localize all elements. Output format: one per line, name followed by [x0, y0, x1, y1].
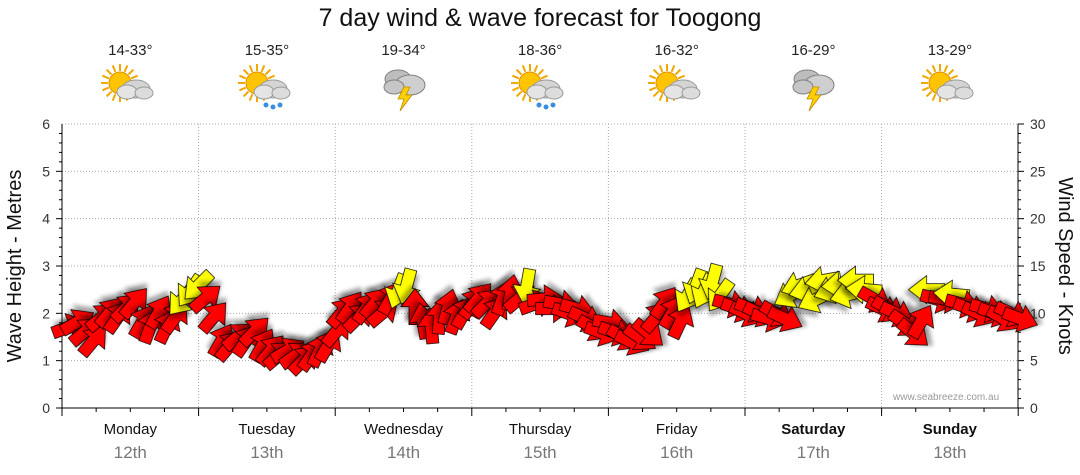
partly-cloudy-sun-icon: [920, 64, 974, 102]
day-name-label: Tuesday: [238, 421, 296, 438]
weather-day: 18-36°: [495, 42, 585, 113]
temperature-range: 16-29°: [791, 42, 836, 59]
weather-day: 13-29°: [905, 42, 995, 113]
credit-text: www.seabreeze.com.au: [893, 392, 1000, 403]
right-axis-label: Wind Speed - Knots: [1054, 177, 1076, 355]
day-date-label: 16th: [660, 443, 694, 462]
weather-day: 15-35°: [222, 42, 312, 113]
sun-shower-icon: [511, 64, 564, 110]
temperature-range: 13-29°: [927, 42, 973, 59]
left-tick-label: 0: [42, 400, 50, 416]
day-date-label: 13th: [250, 443, 284, 462]
cloud-shape: [663, 79, 701, 100]
weather-day: 19-34°: [359, 42, 449, 113]
grid-lines: [62, 123, 1018, 408]
day-date-label: 14th: [386, 443, 421, 462]
lightning-bolt: [806, 86, 823, 112]
day-date-label: 15th: [523, 443, 557, 462]
left-tick-label: 6: [42, 116, 50, 132]
rain-drops: [263, 102, 283, 110]
day-date-label: 17th: [796, 443, 830, 462]
thunderstorm-icon: [792, 69, 835, 112]
temperature-range: 14-33°: [108, 42, 153, 59]
temperature-range: 18-36°: [517, 42, 563, 59]
axes: 0 1 2 3 4 5 6 0 5 10 15 20 25 30: [42, 116, 1046, 416]
day-name-label: Monday: [103, 421, 157, 438]
cloud-shape: [116, 79, 154, 100]
day-name-label: Wednesday: [364, 421, 443, 438]
right-tick-label: 25: [1030, 163, 1046, 179]
day-name-label: Sunday: [922, 421, 977, 438]
day-date-label: 12th: [113, 443, 147, 462]
wind-arrow: [906, 304, 935, 341]
wind-arrow: [766, 305, 803, 333]
day-date-label: 18th: [933, 443, 967, 462]
temperature-range: 19-34°: [381, 42, 426, 59]
left-tick-label: 5: [42, 163, 50, 179]
wind-arrow: [197, 302, 227, 335]
weather-day: 16-29°: [768, 42, 858, 113]
cloud-shape: [253, 79, 291, 100]
cloud-shape: [526, 79, 564, 100]
weather-day: 16-32°: [632, 42, 722, 113]
left-tick-label: 1: [42, 353, 50, 369]
day-name-label: Thursday: [508, 421, 572, 438]
temperature-range: 16-32°: [654, 42, 699, 59]
thunderstorm-icon: [383, 69, 425, 112]
wind-arrow: [187, 285, 221, 315]
partly-cloudy-sun-icon: [647, 64, 701, 102]
left-tick-label: 3: [42, 258, 50, 274]
left-axis-label: Wave Height - Metres: [4, 170, 26, 363]
right-tick-label: 20: [1030, 211, 1046, 227]
sun-shower-icon: [237, 64, 291, 110]
partly-cloudy-sun-icon: [101, 64, 154, 102]
day-name-label: Saturday: [781, 421, 846, 438]
cloud-shape: [936, 79, 974, 100]
left-tick-label: 4: [42, 211, 50, 227]
chart-title: 7 day wind & wave forecast for Toogong: [318, 4, 762, 32]
right-tick-label: 15: [1030, 258, 1046, 274]
right-tick-label: 0: [1030, 400, 1038, 416]
day-name-label: Friday: [655, 421, 698, 438]
right-tick-label: 10: [1030, 305, 1046, 321]
storm-cloud-shape: [792, 69, 835, 96]
lightning-bolt: [396, 86, 413, 112]
weather-day: 14-33°: [85, 42, 175, 113]
wind-arrow: [118, 288, 147, 321]
wind-arrow: [1001, 304, 1039, 333]
left-tick-label: 2: [42, 305, 50, 321]
right-tick-label: 5: [1030, 353, 1038, 369]
right-tick-label: 30: [1030, 116, 1046, 132]
wind-arrow: [184, 268, 216, 300]
wind-arrows: [50, 262, 1039, 377]
rain-drops: [536, 102, 556, 110]
temperature-range: 15-35°: [244, 42, 290, 59]
